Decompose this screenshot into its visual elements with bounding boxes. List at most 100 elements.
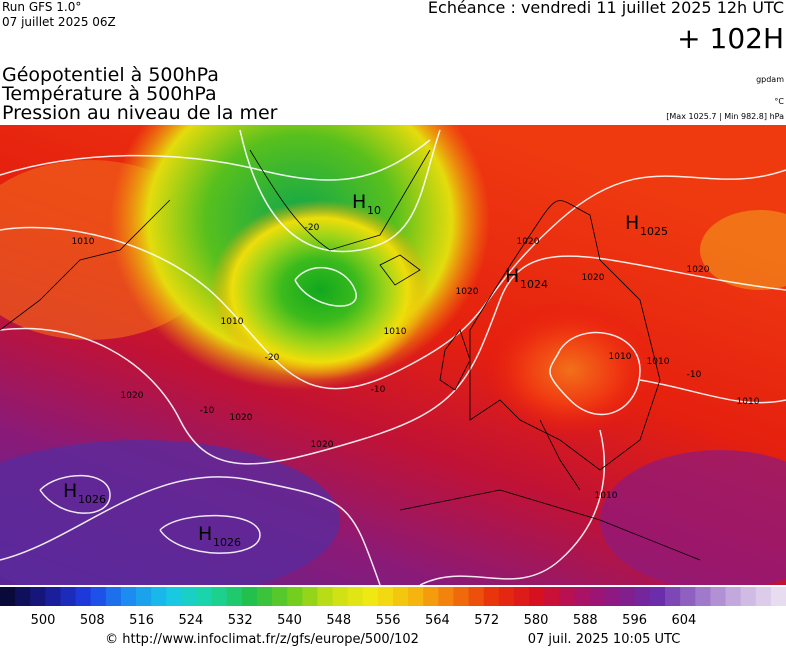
pressure-center-letter: H <box>625 212 639 234</box>
contour-label: 1020 <box>456 287 479 297</box>
colorbar-swatch <box>181 587 197 606</box>
colorbar-swatch <box>423 587 439 606</box>
colorbar-swatch <box>498 587 515 606</box>
contour-label: 1020 <box>687 265 710 275</box>
colorbar-swatch <box>241 587 258 606</box>
colorbar-label: 564 <box>425 613 450 628</box>
contour-label: -10 <box>200 406 215 416</box>
colorbar-swatch <box>256 587 273 606</box>
colorbar-swatch <box>680 587 696 606</box>
pressure-center-value: 1024 <box>520 278 548 291</box>
pressure-center-letter: H <box>505 265 519 287</box>
colorbar-swatch <box>15 587 31 606</box>
colorbar-label: 540 <box>277 613 302 628</box>
contour-label: -10 <box>371 385 386 395</box>
colorbar-swatch <box>120 587 137 606</box>
pressure-center-letter: H <box>63 480 77 502</box>
colorbar-label: 572 <box>474 613 499 628</box>
colorbar-swatch <box>226 587 243 606</box>
colorbar-label: 500 <box>31 613 56 628</box>
contour-label: 1020 <box>517 237 540 247</box>
colorbar-swatch <box>559 587 575 606</box>
colorbar-swatch <box>665 587 681 606</box>
unit-label: [Max 1025.7 | Min 982.8] hPa <box>666 112 784 121</box>
colorbar-swatch <box>317 587 334 606</box>
contour-label: 1020 <box>121 391 144 401</box>
colorbar-swatch <box>755 587 772 606</box>
colorbar-swatch <box>529 587 545 606</box>
contour-label: 1010 <box>221 317 244 327</box>
colorbar-swatch <box>468 587 485 606</box>
contour-label: 1010 <box>609 352 632 362</box>
colorbar-swatch <box>453 587 470 606</box>
colorbar-swatch <box>710 587 727 606</box>
colorbar-swatch <box>136 587 152 606</box>
colorbar-swatch <box>287 587 303 606</box>
colorbar-label: 556 <box>376 613 401 628</box>
colorbar-label: 524 <box>178 613 203 628</box>
colorbar-swatch <box>513 587 530 606</box>
unit-label: °C <box>774 97 784 106</box>
contour-label: 1010 <box>737 397 760 407</box>
colorbar-swatch <box>302 587 318 606</box>
run-date: 07 juillet 2025 06Z <box>2 15 116 29</box>
valid-time: Echéance : vendredi 11 juillet 2025 12h … <box>428 0 784 17</box>
colorbar-swatch <box>725 587 742 606</box>
pressure-center-value: 1026 <box>213 536 241 549</box>
lead-time: + 102H <box>677 22 784 55</box>
contour-label: 1010 <box>595 491 618 501</box>
pressure-center-value: 10 <box>367 204 381 217</box>
contour-label: 1020 <box>582 273 605 283</box>
colorbar-swatch <box>619 587 636 606</box>
title-line: Géopotentiel à 500hPa <box>2 64 219 86</box>
colorbar-label: 548 <box>326 613 351 628</box>
colorbar-swatch <box>574 587 590 606</box>
colorbar-label: 516 <box>129 613 154 628</box>
contour-label: 1010 <box>647 357 670 367</box>
colorbar-swatch <box>377 587 394 606</box>
colorbar-swatch <box>634 587 651 606</box>
colorbar-swatch <box>151 587 167 606</box>
colorbar-swatch <box>90 587 107 606</box>
colorbar-swatch <box>105 587 122 606</box>
colorbar-swatch <box>362 587 379 606</box>
colorbar-swatch <box>589 587 606 606</box>
colorbar-swatch <box>272 587 288 606</box>
contour-label: 1010 <box>72 237 95 247</box>
colorbar-label: 508 <box>80 613 105 628</box>
colorbar-swatch <box>393 587 409 606</box>
colorbar-swatch <box>45 587 61 606</box>
colorbar-label: 580 <box>524 613 549 628</box>
generated-time: 07 juil. 2025 10:05 UTC <box>528 632 681 647</box>
colorbar-swatch <box>544 587 560 606</box>
colorbar-swatch <box>60 587 77 606</box>
source-url: © http://www.infoclimat.fr/z/gfs/europe/… <box>105 632 419 647</box>
colorbar-swatch <box>347 587 364 606</box>
colorbar-swatch <box>332 587 349 606</box>
contour-label: 1020 <box>311 440 334 450</box>
colorbar-swatch <box>770 587 786 606</box>
colorbar-swatch <box>483 587 500 606</box>
pressure-center-letter: H <box>198 523 212 545</box>
title-line: Température à 500hPa <box>1 83 217 105</box>
run-label: Run GFS 1.0° <box>2 0 81 14</box>
contour-label: 1010 <box>384 327 407 337</box>
colorbar-swatch <box>740 587 757 606</box>
colorbar-swatch <box>211 587 228 606</box>
pressure-center-value: 1026 <box>78 493 106 506</box>
colorbar-swatch <box>30 587 46 606</box>
pressure-center-letter: H <box>352 191 366 213</box>
colorbar-label: 604 <box>671 613 696 628</box>
colorbar-swatch <box>0 587 16 606</box>
colorbar-swatch <box>196 587 213 606</box>
title-line: Pression au niveau de la mer <box>2 102 278 124</box>
colorbar-swatch <box>695 587 711 606</box>
colorbar-swatch <box>604 587 621 606</box>
colorbar-swatch <box>166 587 182 606</box>
colorbar-label: 596 <box>622 613 647 628</box>
colorbar-swatch <box>649 587 666 606</box>
colorbar-swatch <box>438 587 454 606</box>
colorbar-swatch <box>75 587 92 606</box>
colorbar-label: 532 <box>228 613 253 628</box>
